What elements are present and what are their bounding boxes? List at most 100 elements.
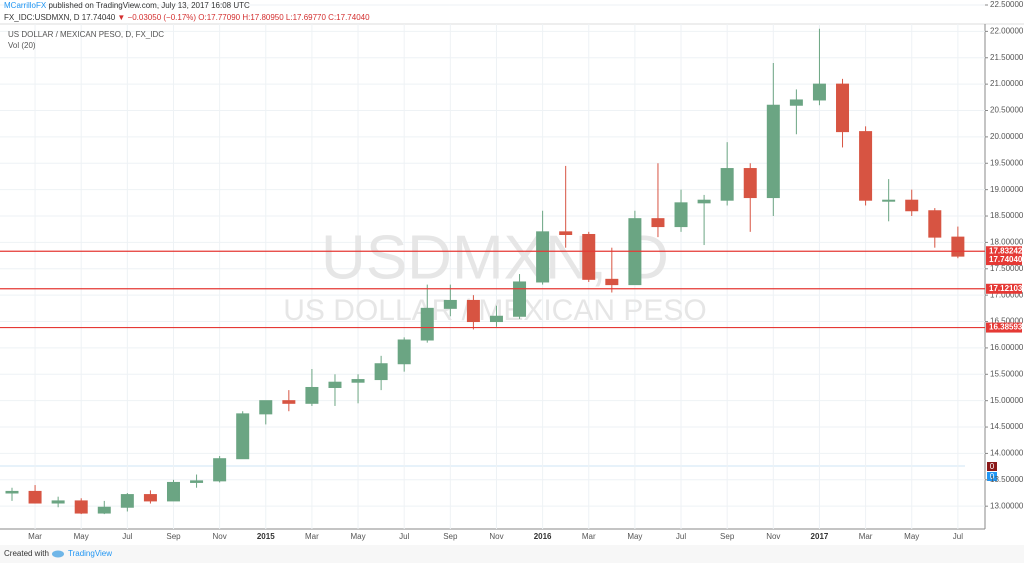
candle-body bbox=[559, 231, 573, 235]
candle-body bbox=[489, 315, 503, 323]
y-tick-label: 22.00000 bbox=[990, 26, 1024, 35]
last: 17.74040 bbox=[82, 13, 116, 22]
x-tick-label: Jul bbox=[676, 532, 686, 541]
x-tick-label: Sep bbox=[443, 532, 458, 541]
x-tick-label: Jul bbox=[122, 532, 132, 541]
y-tick-label: 15.50000 bbox=[990, 369, 1024, 378]
candle-body bbox=[536, 231, 550, 283]
candle-body bbox=[951, 236, 965, 257]
footer-brand: TradingView bbox=[68, 549, 112, 558]
candle-body bbox=[28, 490, 42, 504]
candle-body bbox=[836, 83, 850, 133]
candle-body bbox=[513, 281, 527, 317]
candle-body bbox=[466, 299, 480, 323]
candle-body bbox=[166, 481, 180, 502]
candle-body bbox=[605, 278, 619, 286]
candle-body bbox=[859, 131, 873, 201]
y-tick-label: 20.50000 bbox=[990, 106, 1024, 115]
y-tick-label: 14.50000 bbox=[990, 422, 1024, 431]
y-tick-label: 19.50000 bbox=[990, 158, 1024, 167]
y-tick-label: 21.00000 bbox=[990, 79, 1024, 88]
x-tick-label: Sep bbox=[166, 532, 181, 541]
y-tick-label: 17.50000 bbox=[990, 264, 1024, 273]
candle-body bbox=[905, 199, 919, 212]
price-tag bbox=[986, 283, 1022, 294]
y-tick-label: 16.50000 bbox=[990, 317, 1024, 326]
x-tick-label: Sep bbox=[720, 532, 735, 541]
volume-legend: Vol (20) bbox=[8, 41, 36, 50]
x-tick-label: Mar bbox=[582, 532, 596, 541]
candle-body bbox=[443, 299, 457, 309]
y-tick-label: 18.00000 bbox=[990, 238, 1024, 247]
price-tag bbox=[986, 246, 1022, 257]
vol-tag bbox=[987, 462, 997, 471]
y-tick-label: 19.00000 bbox=[990, 185, 1024, 194]
y-tick-label: 21.50000 bbox=[990, 53, 1024, 62]
logo bbox=[52, 550, 64, 558]
x-tick-label: Mar bbox=[305, 532, 319, 541]
x-tick-label: 2015 bbox=[257, 532, 275, 541]
candle-body bbox=[97, 506, 111, 514]
candle-body bbox=[812, 83, 826, 101]
x-tick-label: Nov bbox=[489, 532, 503, 541]
vol-label: 0 bbox=[990, 472, 995, 481]
candle-body bbox=[697, 199, 711, 204]
y-tick-label: 15.00000 bbox=[990, 396, 1024, 405]
candle-body bbox=[651, 218, 665, 228]
x-tick-label: Mar bbox=[28, 532, 42, 541]
candle-body bbox=[582, 233, 596, 280]
price-tag-label: 16.38593 bbox=[989, 323, 1023, 332]
x-tick-label: May bbox=[350, 532, 365, 541]
x-tick-label: 2017 bbox=[811, 532, 829, 541]
candle-body bbox=[120, 494, 134, 508]
candle-body bbox=[766, 104, 780, 199]
symbol-line: FX_IDC:USDMXN, D 17.74040 ▼ −0.03050 (−0… bbox=[4, 13, 370, 22]
candle-body bbox=[74, 500, 88, 514]
candle-body bbox=[259, 400, 273, 415]
candle-body bbox=[305, 386, 319, 404]
x-tick-label: May bbox=[74, 532, 89, 541]
candle-body bbox=[51, 500, 65, 504]
footer-created: Created with bbox=[4, 549, 49, 558]
footer-bar bbox=[0, 545, 1024, 563]
candle-body bbox=[282, 400, 296, 404]
candle-body bbox=[928, 210, 942, 238]
x-tick-label: Nov bbox=[213, 532, 227, 541]
x-tick-label: Jul bbox=[953, 532, 963, 541]
ohlc: O:17.77090 H:17.80950 L:17.69770 C:17.74… bbox=[198, 13, 370, 22]
y-tick-label: 16.00000 bbox=[990, 343, 1024, 352]
x-tick-label: 2016 bbox=[534, 532, 552, 541]
price-tag-label: 17.83242 bbox=[989, 246, 1023, 255]
y-tick-label: 13.00000 bbox=[990, 501, 1024, 510]
candle-body bbox=[236, 413, 250, 460]
y-tick-label: 17.00000 bbox=[990, 290, 1024, 299]
candle-body bbox=[190, 480, 204, 483]
x-tick-label: Jul bbox=[399, 532, 409, 541]
candle-body bbox=[213, 458, 227, 482]
candle-body bbox=[5, 490, 19, 494]
publish-line: MCarrilloFX published on TradingView.com… bbox=[4, 1, 250, 10]
y-tick-label: 13.50000 bbox=[990, 475, 1024, 484]
candle-body bbox=[351, 379, 365, 383]
x-tick-label: May bbox=[627, 532, 642, 541]
price-tag-label: 17.12103 bbox=[989, 284, 1023, 293]
x-tick-label: Nov bbox=[766, 532, 780, 541]
y-tick-label: 18.50000 bbox=[990, 211, 1024, 220]
y-tick-label: 14.00000 bbox=[990, 449, 1024, 458]
candle-body bbox=[420, 307, 434, 341]
legend: US DOLLAR / MEXICAN PESO, D, FX_IDC bbox=[8, 30, 164, 39]
candle-body bbox=[143, 494, 157, 502]
last-price-label: 17.74040 bbox=[989, 255, 1023, 264]
change: ▼ −0.03050 (−0.17%) bbox=[117, 13, 196, 22]
candle-body bbox=[328, 381, 342, 388]
candle-body bbox=[720, 168, 734, 201]
symbol: FX_IDC:USDMXN, D bbox=[4, 13, 80, 22]
vol-label: 0 bbox=[990, 462, 995, 471]
candle-body bbox=[374, 363, 388, 381]
last-price-tag bbox=[986, 255, 1022, 266]
candle-body bbox=[674, 202, 688, 228]
published: published on TradingView.com, July 13, 2… bbox=[48, 1, 250, 10]
candle-body bbox=[397, 339, 411, 365]
